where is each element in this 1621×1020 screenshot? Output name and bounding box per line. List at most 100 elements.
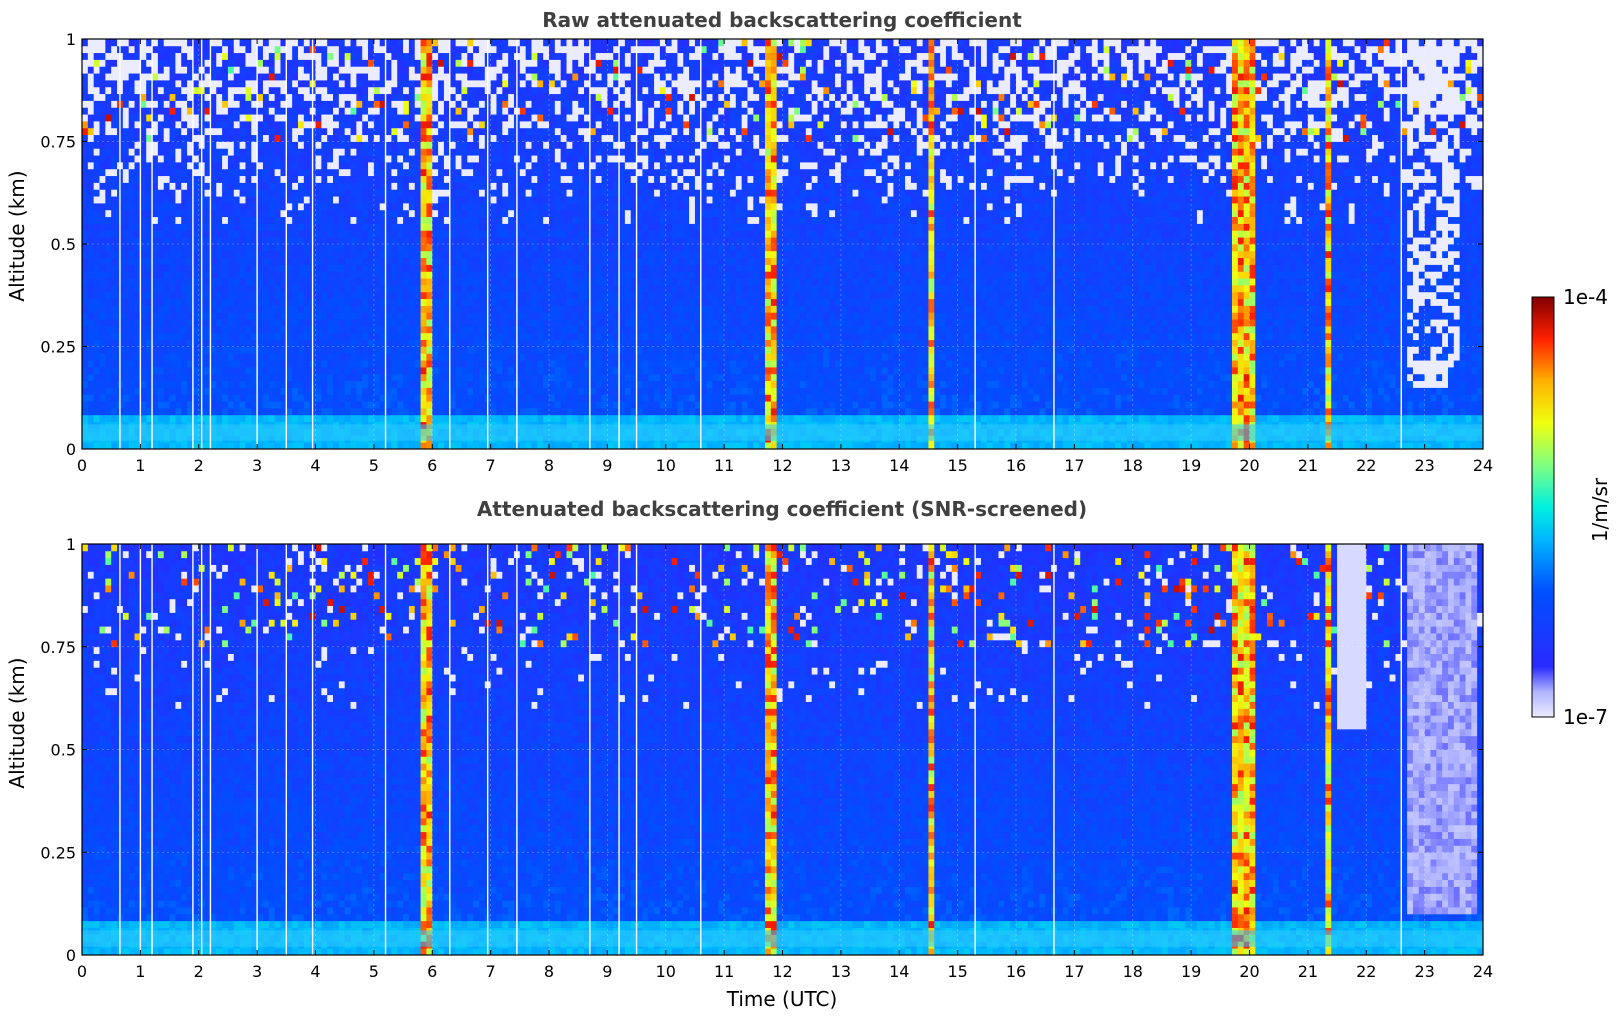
heatmap-cell xyxy=(158,340,164,347)
heatmap-cell xyxy=(292,210,298,217)
heatmap-cell xyxy=(461,415,467,422)
heatmap-cell xyxy=(240,39,246,46)
heatmap-cell xyxy=(386,360,392,367)
heatmap-cell xyxy=(245,347,251,354)
heatmap-cell xyxy=(316,121,322,128)
heatmap-cell xyxy=(100,271,106,278)
heatmap-cell xyxy=(339,183,345,190)
heatmap-cell xyxy=(216,80,222,87)
heatmap-cell xyxy=(409,258,415,265)
heatmap-cell xyxy=(397,401,403,408)
heatmap-cell xyxy=(263,319,269,326)
heatmap-cell xyxy=(263,189,269,196)
heatmap-cell xyxy=(181,189,187,196)
heatmap-cell xyxy=(164,53,170,60)
heatmap-cell xyxy=(374,53,380,60)
heatmap-cell xyxy=(345,312,351,319)
heatmap-cell xyxy=(123,353,129,360)
heatmap-cell xyxy=(479,230,485,237)
heatmap-cell xyxy=(82,80,88,87)
heatmap-cell xyxy=(333,326,339,333)
heatmap-cell xyxy=(461,162,467,169)
heatmap-cell xyxy=(537,135,543,142)
heatmap-cell xyxy=(386,60,392,67)
heatmap-cell xyxy=(321,53,327,60)
heatmap-cell xyxy=(450,258,456,265)
heatmap-cell xyxy=(561,121,567,128)
heatmap-cell xyxy=(240,210,246,217)
heatmap-cell xyxy=(502,442,508,449)
heatmap-cell xyxy=(391,360,397,367)
heatmap-cell xyxy=(111,360,117,367)
heatmap-cell xyxy=(123,381,129,388)
heatmap-cell xyxy=(421,258,427,265)
heatmap-cell xyxy=(333,299,339,306)
heatmap-cell xyxy=(456,60,462,67)
heatmap-cell xyxy=(111,203,117,210)
heatmap-cell xyxy=(374,388,380,395)
heatmap-cell xyxy=(222,237,228,244)
heatmap-cell xyxy=(508,367,514,374)
heatmap-cell xyxy=(461,155,467,162)
heatmap-cell xyxy=(164,80,170,87)
heatmap-cell xyxy=(175,353,181,360)
heatmap-cell xyxy=(351,306,357,313)
heatmap-cell xyxy=(450,292,456,299)
heatmap-cell xyxy=(531,271,537,278)
heatmap-cell xyxy=(123,169,129,176)
heatmap-cell xyxy=(526,394,532,401)
heatmap-cell xyxy=(129,237,135,244)
heatmap-cell xyxy=(333,189,339,196)
heatmap-cell xyxy=(415,128,421,135)
heatmap-cell xyxy=(82,388,88,395)
heatmap-cell xyxy=(432,381,438,388)
heatmap-cell xyxy=(537,299,543,306)
heatmap-cell xyxy=(362,265,368,272)
heatmap-cell xyxy=(345,101,351,108)
heatmap-cell xyxy=(473,408,479,415)
heatmap-cell xyxy=(100,224,106,231)
heatmap-cell xyxy=(88,121,94,128)
heatmap-cell xyxy=(409,299,415,306)
heatmap-cell xyxy=(321,80,327,87)
heatmap-cell xyxy=(391,251,397,258)
heatmap-cell xyxy=(537,271,543,278)
heatmap-cell xyxy=(286,94,292,101)
heatmap-cell xyxy=(240,87,246,94)
heatmap-cell xyxy=(111,278,117,285)
heatmap-cell xyxy=(164,155,170,162)
heatmap-cell xyxy=(181,326,187,333)
heatmap-cell xyxy=(216,121,222,128)
heatmap-cell xyxy=(257,285,263,292)
heatmap-cell xyxy=(100,210,106,217)
heatmap-cell xyxy=(275,442,281,449)
heatmap-cell xyxy=(351,142,357,149)
heatmap-cell xyxy=(140,251,146,258)
heatmap-cell xyxy=(222,87,228,94)
heatmap-cell xyxy=(543,237,549,244)
heatmap-cell xyxy=(520,312,526,319)
heatmap-cell xyxy=(473,319,479,326)
heatmap-cell xyxy=(351,148,357,155)
heatmap-cell xyxy=(438,237,444,244)
heatmap-cell xyxy=(549,39,555,46)
heatmap-cell xyxy=(140,285,146,292)
heatmap-cell xyxy=(479,46,485,53)
heatmap-cell xyxy=(111,251,117,258)
heatmap-cell xyxy=(175,333,181,340)
heatmap-cell xyxy=(216,326,222,333)
heatmap-cell xyxy=(461,183,467,190)
heatmap-cell xyxy=(181,39,187,46)
heatmap-cell xyxy=(234,80,240,87)
heatmap-cell xyxy=(234,53,240,60)
heatmap-cell xyxy=(426,203,432,210)
heatmap-cell xyxy=(333,60,339,67)
heatmap-cell xyxy=(321,189,327,196)
heatmap-cell xyxy=(438,340,444,347)
heatmap-cell xyxy=(356,155,362,162)
heatmap-cell xyxy=(222,73,228,80)
heatmap-cell xyxy=(333,388,339,395)
heatmap-cell xyxy=(123,39,129,46)
heatmap-cell xyxy=(496,353,502,360)
heatmap-cell xyxy=(421,374,427,381)
